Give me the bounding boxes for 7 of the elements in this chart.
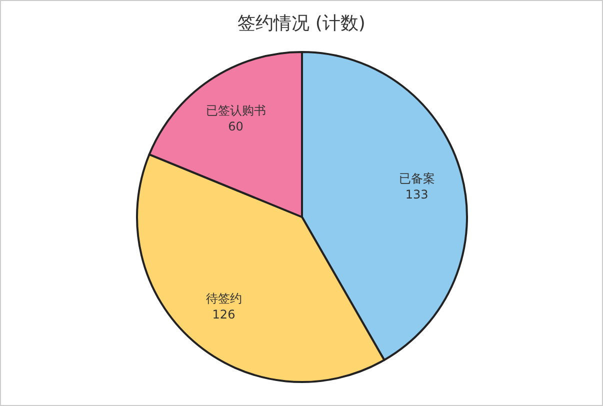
slice-label: 待签约 — [206, 291, 242, 306]
chart-title: 签约情况 (计数) — [238, 13, 366, 34]
slice-label: 已签认购书 — [206, 103, 266, 118]
data-label: 126 — [212, 307, 236, 322]
data-label: 60 — [228, 119, 244, 134]
slice-label: 已备案 — [398, 171, 435, 186]
data-label: 133 — [405, 187, 428, 202]
